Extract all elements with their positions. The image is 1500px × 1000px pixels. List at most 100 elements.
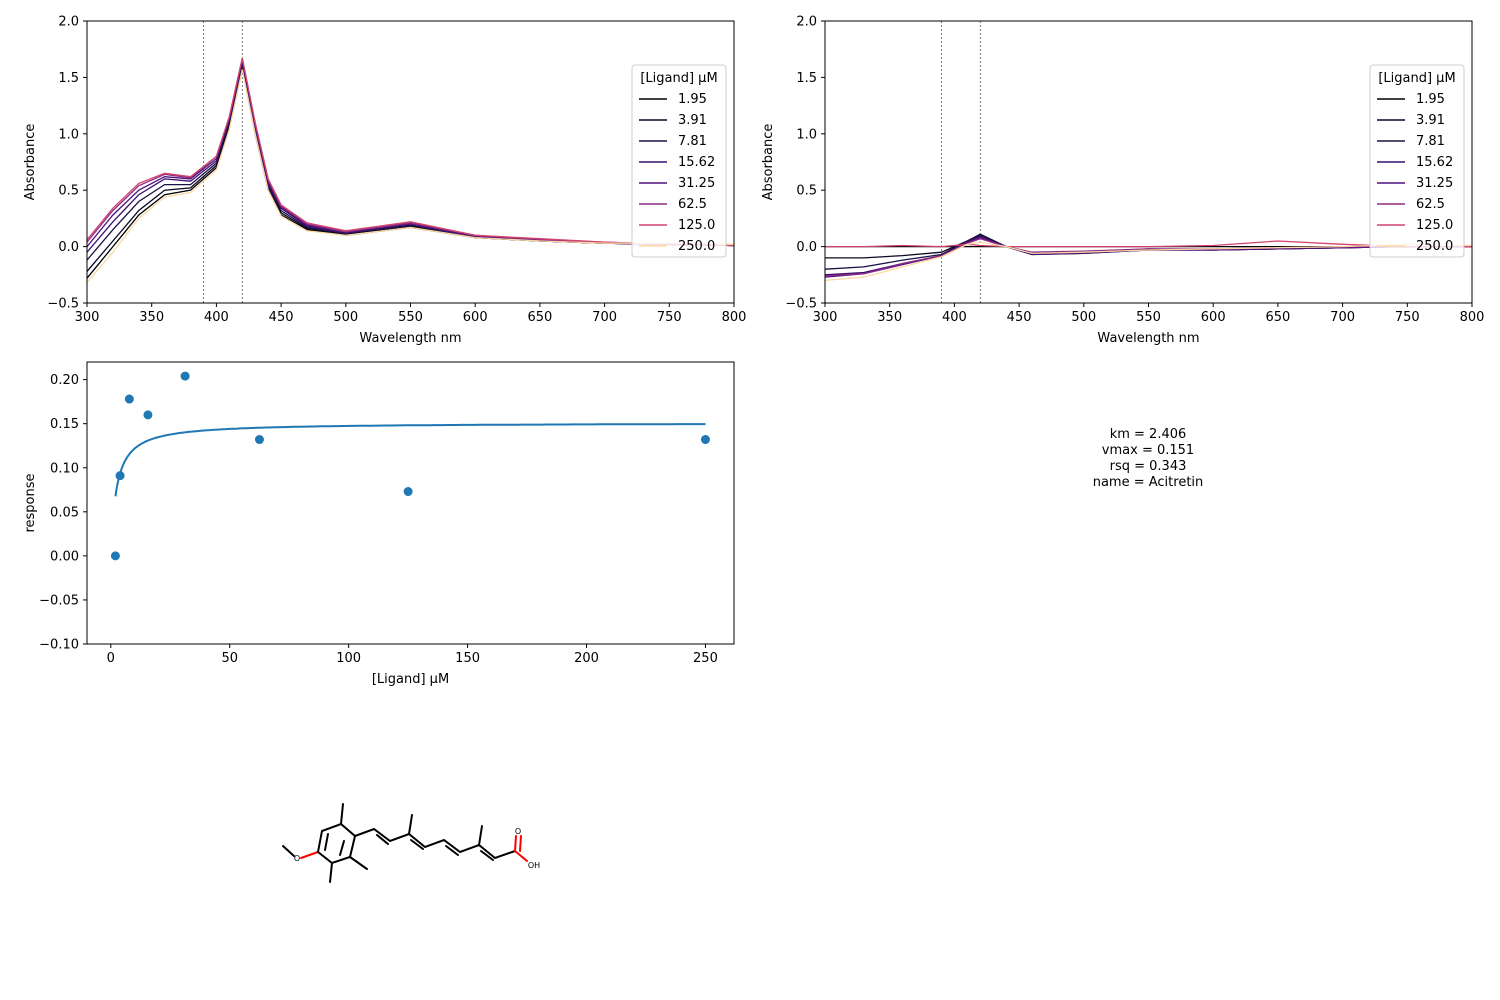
- difference-ytick-label: −0.5: [785, 297, 817, 312]
- difference-xtick-label: 600: [1201, 310, 1226, 325]
- binding-data-point: [124, 394, 134, 404]
- chain-methyl-2: [478, 825, 483, 846]
- rsq-text: rsq = 0.343: [1110, 459, 1187, 474]
- spectra-xtick-label: 500: [333, 310, 358, 325]
- binding-ylabel: response: [23, 473, 38, 532]
- difference-spectra-axes: 300 350 400 450 500 550 600 650 700 750 800 −0.5 0.0…: [761, 15, 1484, 347]
- spectra-legend-title: [Ligand] µM: [640, 71, 717, 86]
- binding-xlabel: [Ligand] µM: [372, 672, 449, 687]
- binding-ytick-label: −0.10: [39, 638, 79, 653]
- spectra-ytick-label: 1.0: [58, 127, 79, 142]
- difference-ylabel: Absorbance: [761, 124, 776, 201]
- compound-name-text: name = Acitretin: [1093, 475, 1204, 490]
- difference-xlabel: Wavelength nm: [1097, 331, 1199, 346]
- chain-double-bond-2: [410, 839, 424, 850]
- difference-xtick-label: 400: [942, 310, 967, 325]
- spectra-legend-entry: 31.25: [678, 176, 715, 191]
- difference-series-125.0: [825, 240, 1472, 248]
- spectra-ytick-label: −0.5: [47, 297, 79, 312]
- spectra-xtick-label: 400: [204, 310, 229, 325]
- spectra-ytick-label: 0.0: [58, 240, 79, 255]
- difference-xtick-label: 450: [1007, 310, 1032, 325]
- binding-xtick-label: 250: [693, 651, 718, 666]
- spectra-legend-entry: 7.81: [678, 134, 707, 149]
- spectra-ytick-label: 2.0: [58, 15, 79, 30]
- hydroxyl-bond: [514, 850, 528, 862]
- binding-data-point: [110, 551, 120, 561]
- difference-xtick-label: 550: [1136, 310, 1161, 325]
- vmax-text: vmax = 0.151: [1102, 443, 1194, 458]
- difference-ytick-label: 0.5: [796, 184, 817, 199]
- binding-frame: [86, 361, 735, 645]
- binding-xtick-label: 0: [107, 651, 115, 666]
- hydroxyl-label: OH: [528, 861, 540, 870]
- fit-stats-panel: km = 2.406 vmax = 0.151 rsq = 0.343 name…: [1093, 427, 1204, 490]
- difference-legend-title: [Ligand] µM: [1378, 71, 1455, 86]
- binding-data-point: [700, 435, 710, 445]
- difference-legend: [Ligand] µM 1.95 3.91 7.81 15.62 31.25 62.5 125…: [1369, 64, 1465, 258]
- difference-ytick-label: 0.0: [796, 240, 817, 255]
- chain-double-bond-1: [376, 834, 389, 845]
- spectra-legend-entry: 15.62: [678, 155, 715, 170]
- carbonyl-o-label: O: [515, 827, 521, 836]
- spectra-xtick-label: 600: [463, 310, 488, 325]
- spectra-ylabel: Absorbance: [23, 124, 38, 201]
- spectra-xtick-label: 350: [139, 310, 164, 325]
- ring-methyl-top: [340, 803, 344, 825]
- spectra-axes: 300 350 400 450 500 550 600 650 700 750 800 −0.5 0.0…: [23, 15, 746, 347]
- difference-legend-entry: 15.62: [1416, 155, 1453, 170]
- km-text: km = 2.406: [1110, 427, 1187, 442]
- ring-double-bond-2: [339, 840, 345, 856]
- carbonyl-bond-b: [519, 835, 522, 852]
- difference-legend-box: [1369, 64, 1465, 258]
- spectra-legend-entry: 125.0: [678, 218, 715, 233]
- binding-xtick-label: 150: [455, 651, 480, 666]
- binding-data-point: [143, 410, 153, 420]
- difference-ytick-label: 2.0: [796, 15, 817, 30]
- difference-legend-entry: 3.91: [1416, 113, 1445, 128]
- binding-data-point: [403, 487, 413, 497]
- methoxy-o-bond: [300, 851, 319, 859]
- spectra-legend-entry: 62.5: [678, 197, 707, 212]
- binding-data-point: [180, 371, 190, 381]
- ring-double-bond-1: [324, 833, 329, 851]
- difference-legend-entry: 125.0: [1416, 218, 1453, 233]
- chain-double-bond-3: [445, 845, 459, 856]
- spectra-xlabel: Wavelength nm: [359, 331, 461, 346]
- difference-legend-entry: 7.81: [1416, 134, 1445, 149]
- spectra-xtick-label: 450: [269, 310, 294, 325]
- difference-xtick-label: 500: [1071, 310, 1096, 325]
- spectra-xtick-label: 550: [398, 310, 423, 325]
- binding-ytick-label: 0.10: [50, 461, 79, 476]
- chain-double-bond-4: [480, 850, 494, 861]
- difference-legend-entry: 62.5: [1416, 197, 1445, 212]
- difference-xtick-label: 700: [1330, 310, 1355, 325]
- spectra-series-125.0: [87, 58, 734, 247]
- binding-ytick-label: −0.05: [39, 593, 79, 608]
- ring-methyl-bottom: [329, 862, 333, 883]
- chain-methyl-1: [408, 814, 413, 835]
- spectra-ytick-label: 0.5: [58, 184, 79, 199]
- difference-series-250.0: [825, 241, 1472, 282]
- spectra-legend-entry: 3.91: [678, 113, 707, 128]
- binding-xtick-label: 200: [574, 651, 599, 666]
- difference-xtick-label: 650: [1265, 310, 1290, 325]
- difference-plot-area: [825, 21, 1472, 303]
- difference-xtick-label: 750: [1395, 310, 1420, 325]
- spectra-xtick-label: 650: [527, 310, 552, 325]
- spectra-plot-area: [87, 21, 734, 303]
- difference-ytick-label: 1.5: [796, 71, 817, 86]
- difference-xtick-label: 350: [877, 310, 902, 325]
- binding-xtick-label: 50: [221, 651, 238, 666]
- carbonyl-bond-a: [514, 835, 517, 852]
- spectra-legend: [Ligand] µM 1.95 3.91 7.81 15.62 31.25 62.5 125…: [631, 64, 727, 258]
- spectra-xtick-label: 800: [722, 310, 747, 325]
- binding-ytick-label: 0.05: [50, 505, 79, 520]
- difference-legend-entry: 250.0: [1416, 239, 1453, 254]
- spectra-xtick-label: 750: [657, 310, 682, 325]
- methoxy-methyl-bond: [282, 845, 295, 857]
- difference-legend-entry: 1.95: [1416, 92, 1445, 107]
- molecule-structure: [282, 803, 528, 883]
- ring-methyl-right: [349, 856, 368, 870]
